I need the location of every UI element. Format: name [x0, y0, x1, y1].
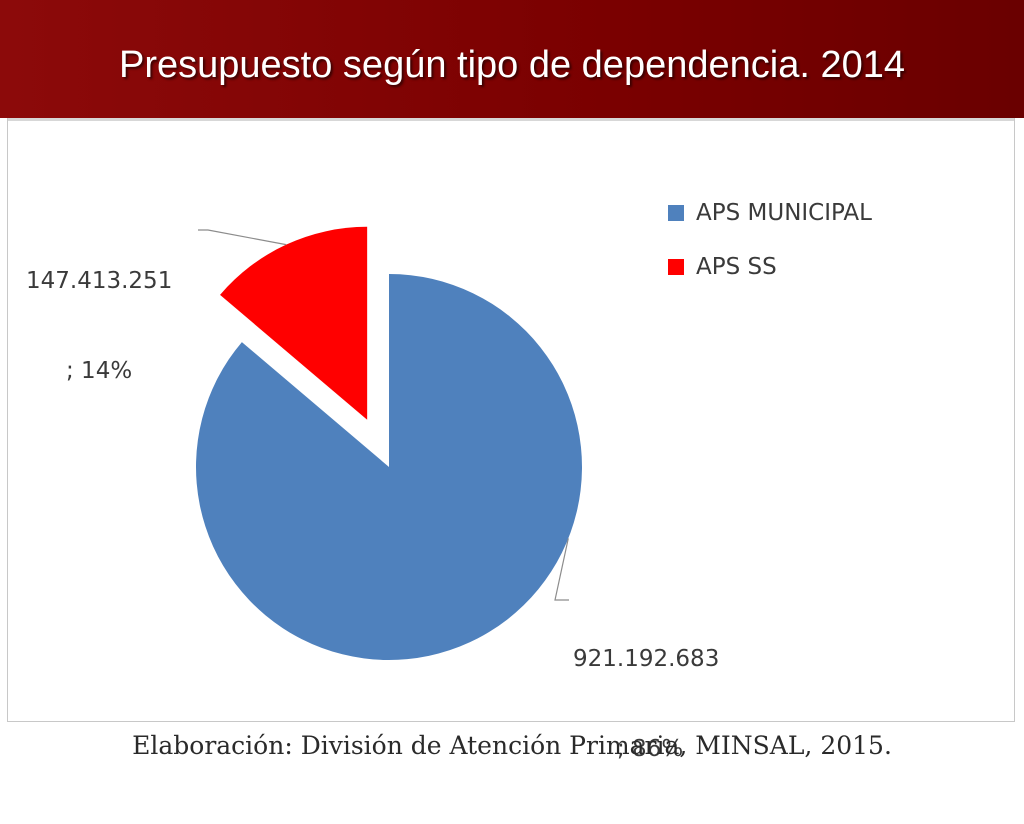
legend-swatch — [668, 205, 684, 221]
pie-slice-aps-municipal — [195, 274, 582, 660]
data-label-percent: ; 14% — [66, 358, 133, 384]
title-bar: Presupuesto según tipo de dependencia. 2… — [0, 0, 1024, 118]
legend-label: APS SS — [696, 254, 777, 280]
chart-legend: APS MUNICIPAL APS SS — [668, 198, 872, 306]
slide-title: Presupuesto según tipo de dependencia. 2… — [119, 44, 905, 86]
pie-slice-aps-ss — [220, 226, 368, 420]
leader-line — [554, 538, 569, 601]
legend-item-aps-municipal: APS MUNICIPAL — [668, 198, 872, 228]
data-label-aps-ss: 147.413.251 ; 14% — [26, 206, 172, 446]
legend-label: APS MUNICIPAL — [696, 200, 872, 226]
legend-item-aps-ss: APS SS — [668, 252, 872, 282]
data-label-aps-municipal: 921.192.683 ; 86% — [573, 584, 719, 824]
data-label-percent: ; 86% — [617, 736, 684, 762]
pie-chart — [195, 226, 582, 660]
source-caption: Elaboración: División de Atención Primar… — [132, 731, 892, 760]
data-label-value: 147.413.251 — [26, 268, 173, 294]
legend-swatch — [668, 259, 684, 275]
chart-frame: 147.413.251 ; 14% 921.192.683 ; 86% APS … — [7, 118, 1015, 762]
data-label-value: 921.192.683 — [573, 646, 720, 672]
leader-line — [198, 229, 287, 246]
